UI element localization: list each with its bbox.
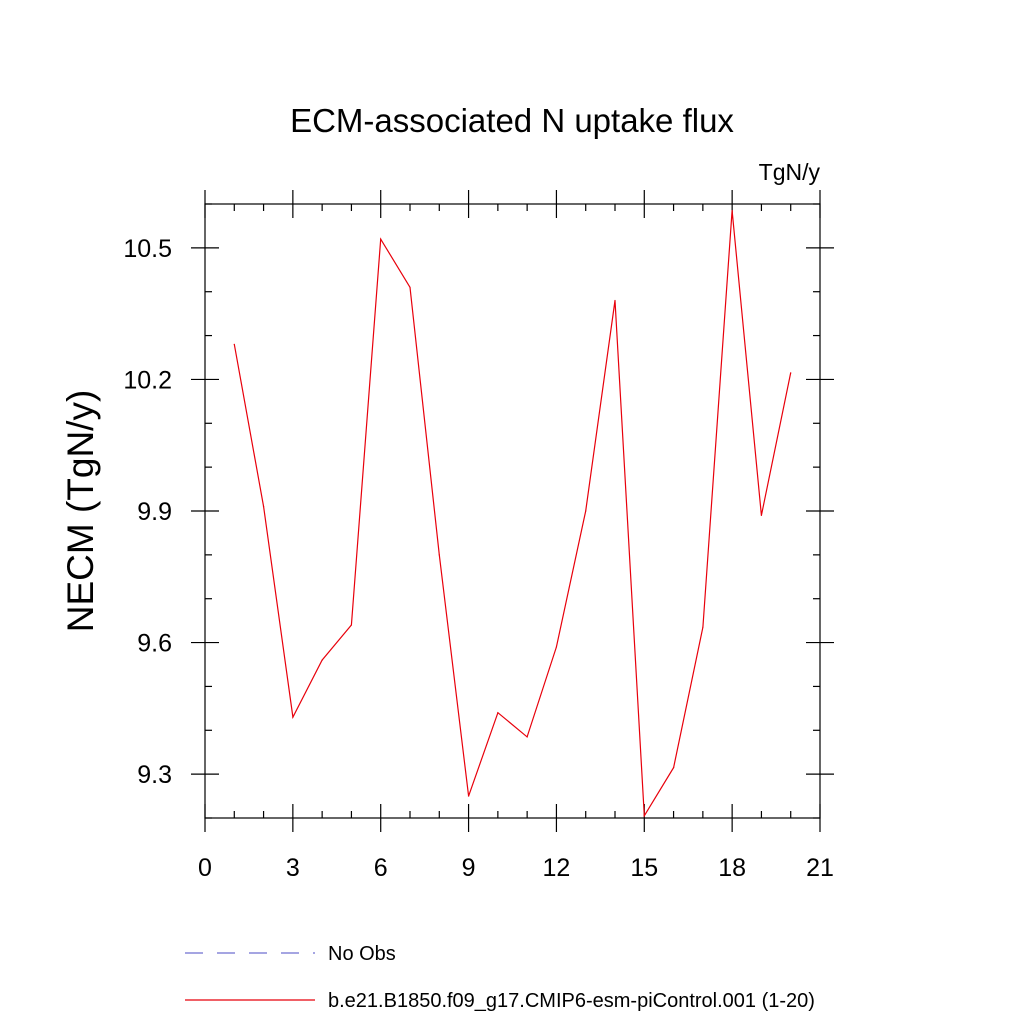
data-point (790, 372, 792, 374)
axis-ticks: 0 3 6 9 12 15 18 21 9.3 9.6 9.9 10.2 10.5 (123, 190, 834, 882)
data-point (438, 554, 440, 556)
data-point (292, 716, 294, 718)
data-point (643, 815, 645, 817)
data-point (262, 506, 265, 508)
legend: No Obs b.e21.B1850.f09_g17.CMIP6-esm-piCo… (185, 943, 815, 1012)
data-point (526, 736, 528, 738)
x-tick-label: 21 (806, 854, 834, 882)
y-tick-label: 10.5 (123, 235, 172, 263)
data-point (555, 646, 558, 648)
data-point (614, 299, 616, 302)
y-axis-label: NECM (TgN/y) (60, 390, 101, 633)
legend-label: b.e21.B1850.f09_g17.CMIP6-esm-piControl.… (328, 990, 815, 1012)
data-point (497, 712, 499, 714)
x-tick-label: 0 (198, 854, 212, 882)
x-tick-label: 12 (543, 854, 571, 882)
y-tick-label: 10.2 (123, 366, 172, 394)
data-point (380, 238, 382, 240)
data-point (702, 626, 704, 628)
data-point (585, 510, 587, 512)
data-point (350, 624, 353, 626)
x-tick-label: 18 (718, 854, 746, 882)
legend-label: No Obs (328, 943, 396, 965)
data-point (760, 514, 763, 516)
x-tick-label: 9 (462, 854, 476, 882)
y-tick-label: 9.6 (137, 630, 172, 658)
data-point (321, 659, 323, 661)
data-point (233, 343, 235, 345)
x-tick-label: 3 (286, 854, 300, 882)
data-point (467, 795, 470, 797)
plot-frame (204, 203, 821, 819)
y-tick-label: 9.9 (137, 498, 172, 526)
units-label: TgN/y (759, 159, 821, 185)
data-point (409, 286, 411, 288)
series-line (233, 210, 792, 818)
chart-title: ECM-associated N uptake flux (290, 102, 734, 139)
x-tick-label: 15 (630, 854, 658, 882)
data-point (731, 209, 733, 212)
y-tick-label: 9.3 (137, 761, 172, 789)
x-tick-label: 6 (374, 854, 388, 882)
series-layer (233, 209, 792, 818)
data-point (672, 766, 675, 769)
